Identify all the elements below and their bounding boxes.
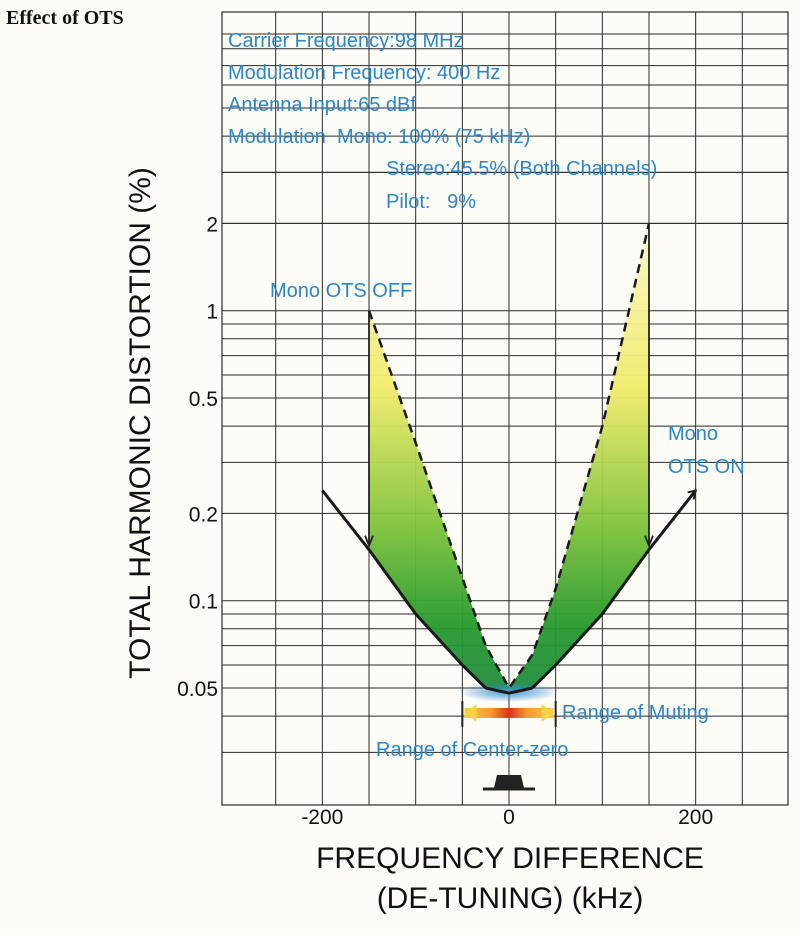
series-lines [321, 223, 697, 695]
muting-arrow-right [541, 704, 553, 722]
ots-arrow-head [364, 535, 374, 549]
condition-antenna-input: Antenna Input:65 dBf [228, 94, 416, 116]
x-axis-title-line2: (DE-TUNING) (kHz) [377, 882, 644, 915]
x-tick-label: 0 [503, 806, 515, 829]
series-line-mono-ots-off [367, 223, 651, 691]
x-tick-label: -200 [301, 806, 343, 829]
series-line-mono-ots-on [321, 489, 697, 695]
label-range-of-muting: Range of Muting [562, 702, 709, 724]
condition-stereo: Stereo:45.5% (Both Channels) [386, 158, 657, 180]
grid-frame [221, 11, 789, 806]
y-tick-label: 1 [206, 301, 218, 324]
y-tick-label: 2 [206, 213, 218, 236]
y-tick-label: 0.5 [189, 388, 218, 411]
y-tick-label: 0.1 [189, 591, 218, 614]
condition-carrier: Carrier Frequency:98 MHz [228, 30, 464, 52]
label-range-of-center-zero: Range of Center-zero [376, 739, 568, 761]
y-tick-label: 0.2 [189, 503, 218, 526]
ots-arrow-head [644, 535, 654, 549]
y-tick-label: 0.05 [177, 678, 218, 701]
x-axis-title-line1: FREQUENCY DIFFERENCE [316, 842, 704, 875]
conditions-block: Carrier Frequency:98 MHz Modulation Freq… [228, 30, 657, 213]
muting-range-bar [464, 708, 554, 718]
y-axis-title: TOTAL HARMONIC DISTORTION (%) [124, 167, 157, 679]
label-mono-ots-on-line1: Mono [668, 423, 718, 445]
muting-arrow-left [465, 704, 477, 722]
condition-modulation-mono: Modulation Mono: 100% (75 kHz) [228, 126, 530, 148]
center-zero-indicator [494, 775, 524, 788]
x-tick-label: 200 [678, 806, 713, 829]
figure-title: Effect of OTS [6, 7, 124, 29]
label-mono-ots-on-line2: OTS ON [668, 456, 745, 478]
muting-range-indicator [461, 701, 557, 791]
tick-labels: 0.05 0.1 0.2 0.5 1 2 -200 0 200 [177, 213, 713, 829]
condition-modulation-frequency: Modulation Frequency: 400 Hz [228, 62, 500, 84]
ots-improvement-area [369, 223, 649, 694]
ots-on-arrow-tip [687, 489, 697, 500]
label-mono-ots-off: Mono OTS OFF [270, 280, 412, 302]
condition-pilot: Pilot: 9% [386, 191, 476, 213]
